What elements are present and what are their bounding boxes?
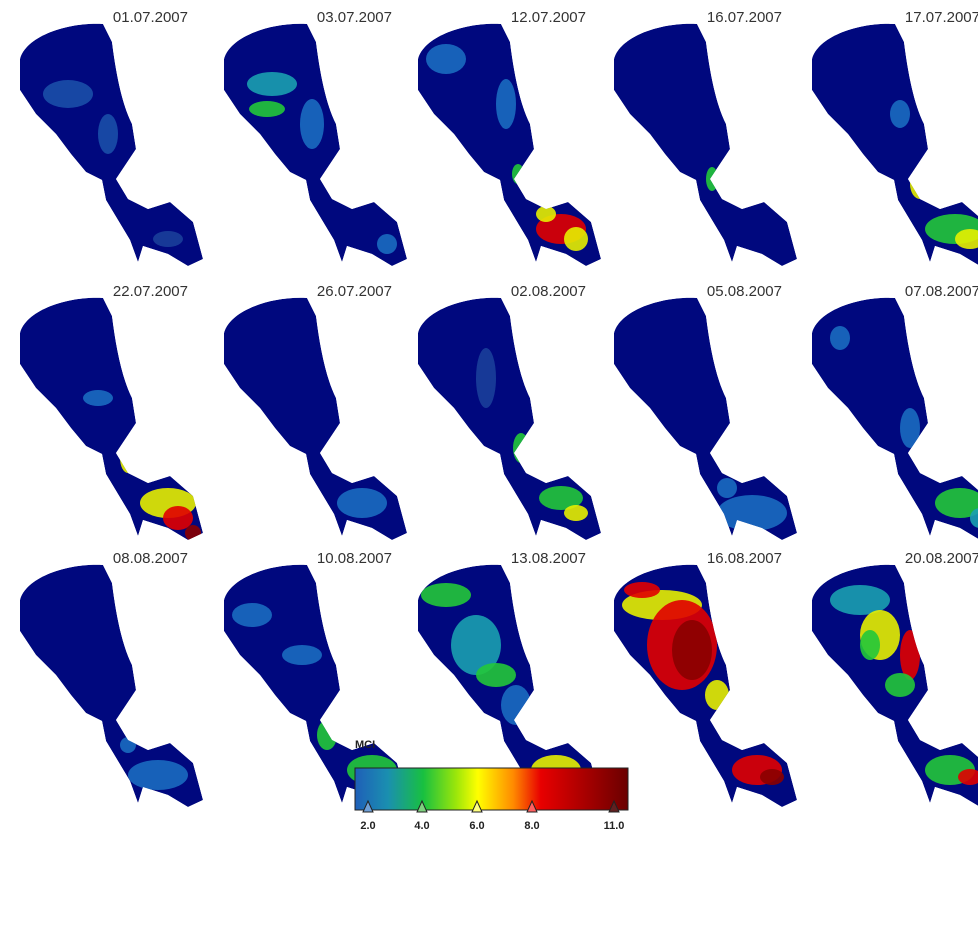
map-panel: 08.08.2007 bbox=[20, 550, 203, 807]
lake bbox=[20, 298, 203, 541]
panel-date: 01.07.2007 bbox=[113, 9, 188, 26]
panel-date: 10.08.2007 bbox=[317, 550, 392, 567]
lake bbox=[20, 565, 203, 807]
lake bbox=[418, 298, 601, 540]
map-panel: 03.07.2007 bbox=[224, 9, 407, 266]
mci-patch bbox=[564, 227, 588, 251]
mci-patch bbox=[83, 390, 113, 406]
mci-patch bbox=[185, 525, 201, 541]
map-panel: 12.07.2007 bbox=[418, 9, 601, 266]
tick-label: 4.0 bbox=[414, 820, 429, 832]
mci-patch bbox=[513, 433, 529, 463]
tick-label: 2.0 bbox=[360, 820, 375, 832]
mci-patch bbox=[476, 663, 516, 687]
map-panel: 16.07.2007 bbox=[614, 9, 797, 266]
panel-date: 22.07.2007 bbox=[113, 283, 188, 300]
panel-date: 16.08.2007 bbox=[707, 550, 782, 567]
mci-patch bbox=[624, 582, 660, 598]
mci-patch bbox=[760, 769, 784, 785]
mci-patch bbox=[860, 630, 880, 660]
lake bbox=[812, 298, 978, 540]
map-panel: 01.07.2007 bbox=[20, 9, 203, 266]
panel-date: 20.08.2007 bbox=[905, 550, 978, 567]
mci-patch bbox=[706, 167, 718, 191]
panel-date: 07.08.2007 bbox=[905, 283, 978, 300]
panel-date: 17.07.2007 bbox=[905, 9, 978, 26]
mci-patch bbox=[232, 603, 272, 627]
mci-patch bbox=[98, 114, 118, 154]
mci-patch bbox=[421, 583, 471, 607]
lake bbox=[224, 24, 407, 266]
map-panel: 17.07.2007 bbox=[812, 9, 978, 266]
map-panel: 16.08.2007 bbox=[614, 550, 797, 807]
mci-patch bbox=[890, 100, 910, 128]
figure: 01.07.2007 03.07.2007 12.07.2007 16.07.2007… bbox=[0, 0, 978, 928]
mci-patch bbox=[717, 495, 787, 531]
mci-patch bbox=[317, 720, 337, 750]
mci-patch bbox=[672, 620, 712, 680]
mci-patch bbox=[705, 680, 729, 710]
panel-date: 03.07.2007 bbox=[317, 9, 392, 26]
panel-date: 16.07.2007 bbox=[707, 9, 782, 26]
tick-label: 6.0 bbox=[469, 820, 484, 832]
mci-patch bbox=[43, 80, 93, 108]
mci-patch bbox=[247, 72, 297, 96]
tick-label: 11.0 bbox=[604, 820, 625, 832]
lake bbox=[614, 24, 797, 266]
mci-patch bbox=[900, 630, 920, 680]
mci-patch bbox=[120, 443, 136, 473]
mci-patch bbox=[128, 760, 188, 790]
mci-patch bbox=[153, 231, 183, 247]
map-panel: 22.07.2007 bbox=[20, 283, 203, 541]
legend: MCI 2.0 4.0 6.0 8.0 11.0 bbox=[355, 739, 628, 832]
legend-title: MCI bbox=[355, 739, 375, 751]
panel-date: 12.07.2007 bbox=[511, 9, 586, 26]
mci-patch bbox=[300, 99, 324, 149]
lake bbox=[418, 24, 601, 266]
lake bbox=[224, 298, 407, 540]
lake bbox=[614, 298, 797, 540]
mci-patch bbox=[120, 737, 136, 753]
lake bbox=[20, 24, 203, 266]
panel-date: 02.08.2007 bbox=[511, 283, 586, 300]
mci-patch bbox=[900, 408, 920, 448]
mci-patch bbox=[496, 79, 516, 129]
mci-patch bbox=[512, 164, 524, 184]
mci-patch bbox=[337, 488, 387, 518]
map-panel: 02.08.2007 bbox=[418, 283, 601, 540]
mci-patch bbox=[717, 478, 737, 498]
mci-patch bbox=[830, 326, 850, 350]
lake bbox=[812, 24, 978, 266]
lake bbox=[614, 565, 797, 807]
panel-date: 08.08.2007 bbox=[113, 550, 188, 567]
mci-patch bbox=[536, 206, 556, 222]
map-panel: 26.07.2007 bbox=[224, 283, 407, 540]
panel-date: 13.08.2007 bbox=[511, 550, 586, 567]
map-panel: 07.08.2007 bbox=[812, 283, 978, 540]
lake-base bbox=[614, 24, 797, 266]
mci-patch bbox=[249, 101, 285, 117]
mci-patch bbox=[910, 169, 930, 199]
mci-patch bbox=[476, 348, 496, 408]
panel-date: 05.08.2007 bbox=[707, 283, 782, 300]
panel-date: 26.07.2007 bbox=[317, 283, 392, 300]
mci-patch bbox=[426, 44, 466, 74]
mci-patch bbox=[564, 505, 588, 521]
mci-patch bbox=[282, 645, 322, 665]
tick-label: 8.0 bbox=[524, 820, 539, 832]
mci-patch bbox=[885, 673, 915, 697]
color-bar bbox=[355, 768, 628, 810]
mci-patch bbox=[377, 234, 397, 254]
map-panel: 20.08.2007 bbox=[812, 550, 978, 807]
map-panel: 05.08.2007 bbox=[614, 283, 797, 540]
map-panels: 01.07.2007 03.07.2007 12.07.2007 16.07.2007… bbox=[20, 9, 978, 807]
lake bbox=[812, 565, 978, 807]
mci-patch bbox=[501, 685, 531, 725]
